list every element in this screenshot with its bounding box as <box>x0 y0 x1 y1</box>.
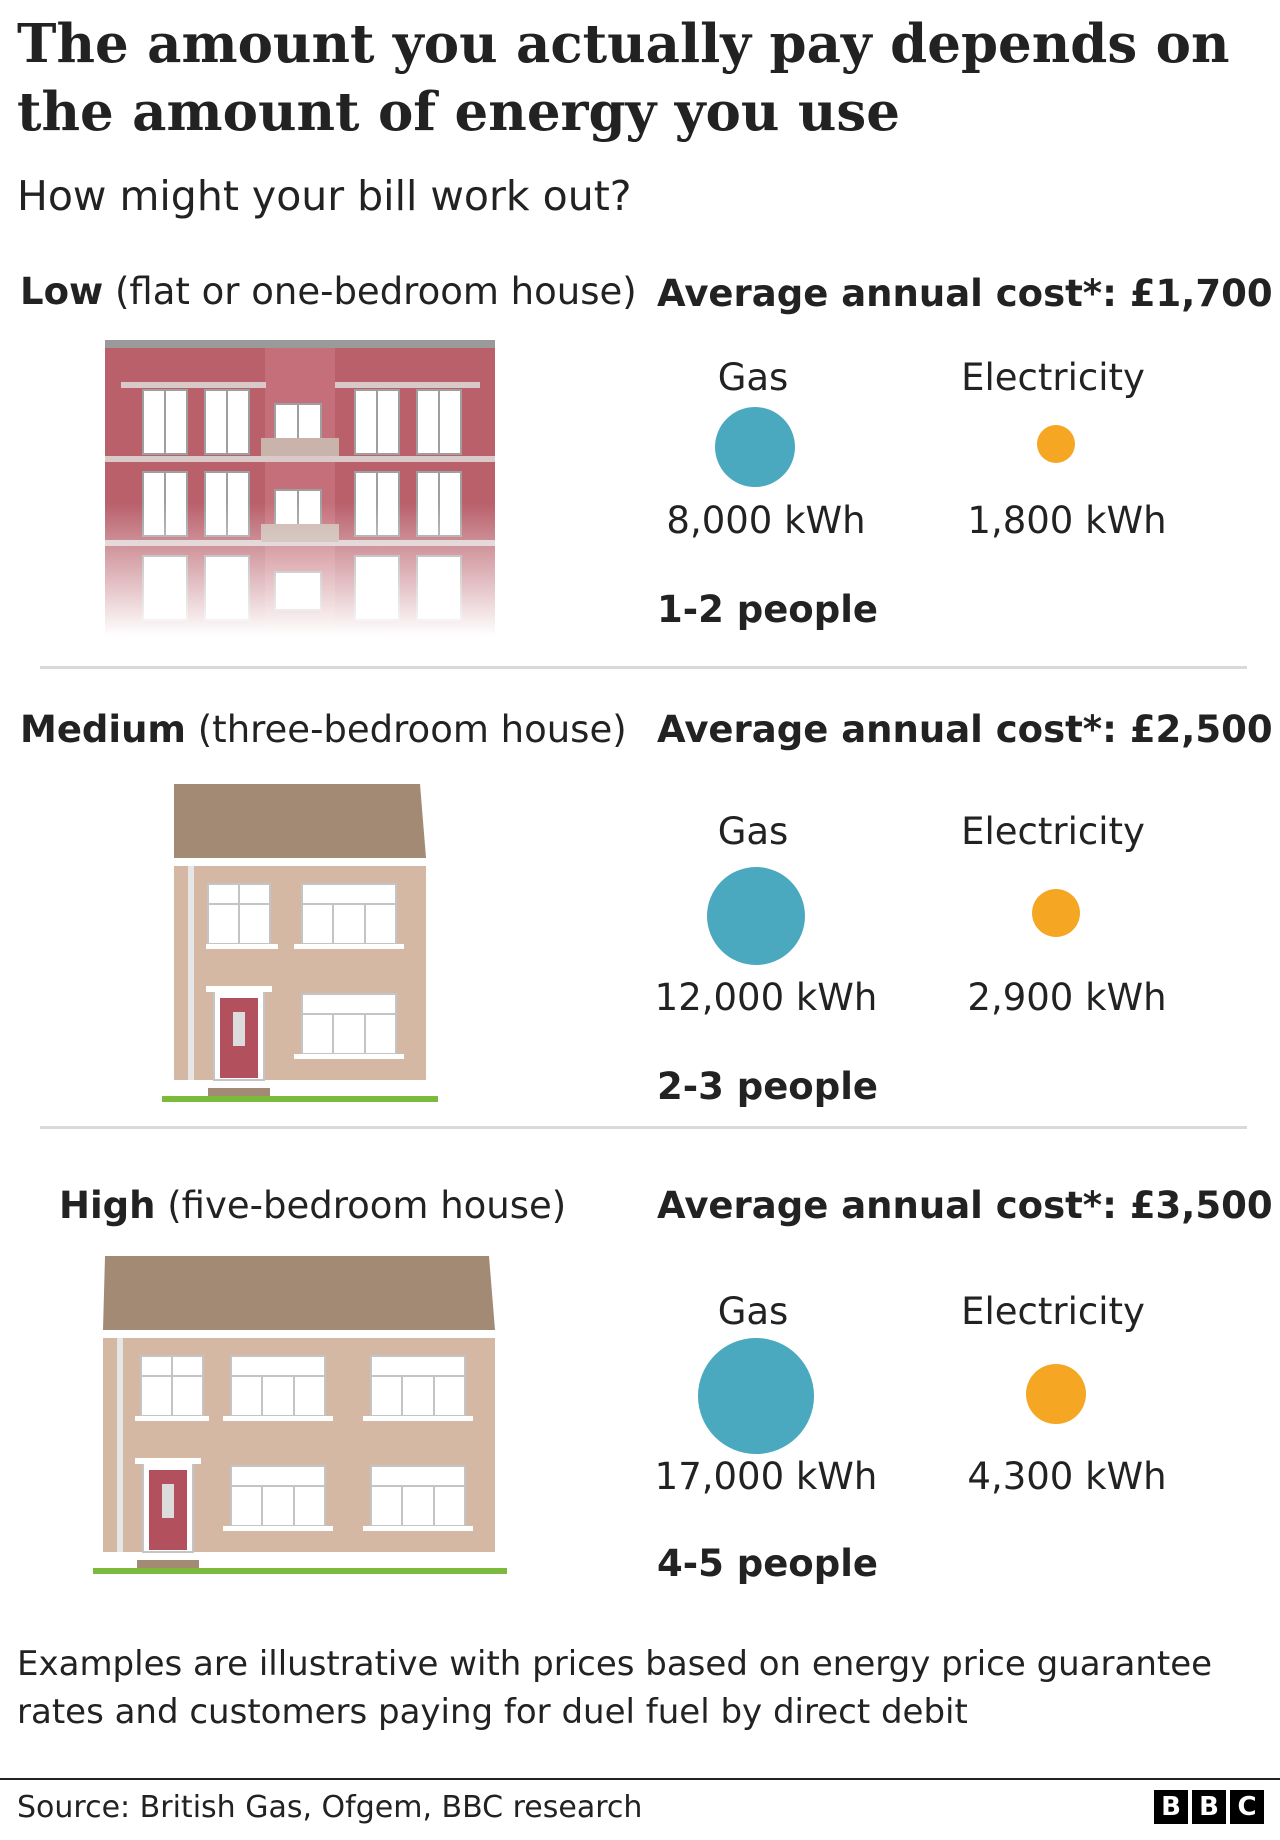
gas-label: Gas <box>717 1290 789 1333</box>
electricity-usage-dot <box>1037 425 1075 463</box>
electricity-label: Electricity <box>961 1290 1145 1333</box>
logo-letter: B <box>1192 1790 1226 1824</box>
five-bedroom-house-icon <box>93 1256 507 1574</box>
category-heading: Low (flat or one-bedroom house) <box>20 270 637 313</box>
electricity-value: 4,300 kWh <box>967 1455 1167 1498</box>
page-subtitle: How might your bill work out? <box>17 172 632 220</box>
category-description: (three-bedroom house) <box>197 708 627 751</box>
category-heading: Medium (three-bedroom house) <box>20 708 627 751</box>
category-description: (flat or one-bedroom house) <box>114 270 637 313</box>
electricity-value: 1,800 kWh <box>967 499 1167 542</box>
gas-usage-dot <box>707 867 805 965</box>
average-annual-cost: Average annual cost*: £2,500 <box>657 708 1273 751</box>
gas-value: 17,000 kWh <box>654 1455 878 1498</box>
three-bedroom-house-icon <box>162 784 438 1102</box>
category-level: Low <box>20 270 104 313</box>
logo-letter: B <box>1154 1790 1188 1824</box>
gas-usage-dot <box>698 1338 814 1454</box>
page-title: The amount you actually pay depends on t… <box>17 13 1230 143</box>
footer-rule <box>0 1778 1280 1780</box>
average-annual-cost: Average annual cost*: £3,500 <box>657 1184 1273 1227</box>
source-note: Source: British Gas, Ofgem, BBC research <box>17 1790 643 1825</box>
logo-letter: C <box>1230 1790 1264 1824</box>
category-level: High <box>59 1184 156 1227</box>
footnote: Examples are illustrative with prices ba… <box>17 1644 1213 1732</box>
category-description: (five-bedroom house) <box>167 1184 567 1227</box>
gas-label: Gas <box>717 356 789 399</box>
gas-usage-dot <box>715 407 795 487</box>
electricity-usage-dot <box>1026 1364 1086 1424</box>
flat-building-icon <box>105 340 495 636</box>
household-size: 1-2 people <box>657 588 878 631</box>
category-level: Medium <box>20 708 186 751</box>
gas-value: 12,000 kWh <box>654 976 878 1019</box>
household-size: 2-3 people <box>657 1065 878 1108</box>
section-divider <box>40 666 1247 669</box>
gas-value: 8,000 kWh <box>666 499 866 542</box>
electricity-label: Electricity <box>961 356 1145 399</box>
electricity-value: 2,900 kWh <box>967 976 1167 1019</box>
gas-label: Gas <box>717 810 789 853</box>
electricity-usage-dot <box>1032 889 1080 937</box>
category-heading: High (five-bedroom house) <box>59 1184 566 1227</box>
household-size: 4-5 people <box>657 1542 878 1585</box>
electricity-label: Electricity <box>961 810 1145 853</box>
section-divider <box>40 1126 1247 1129</box>
average-annual-cost: Average annual cost*: £1,700 <box>657 272 1273 315</box>
bbc-logo: B B C <box>1154 1790 1264 1824</box>
